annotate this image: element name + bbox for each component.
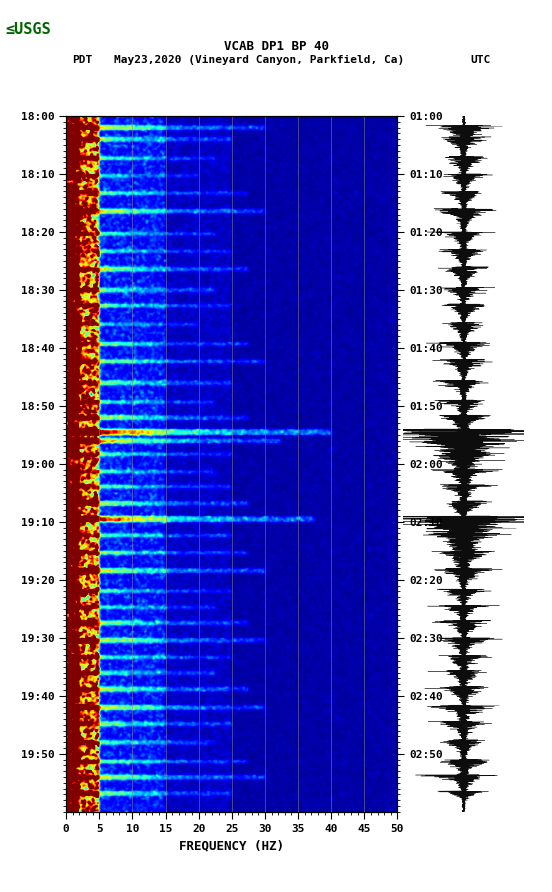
Text: May23,2020 (Vineyard Canyon, Parkfield, Ca): May23,2020 (Vineyard Canyon, Parkfield, … [114, 55, 405, 65]
X-axis label: FREQUENCY (HZ): FREQUENCY (HZ) [179, 839, 284, 852]
Text: UTC: UTC [470, 55, 490, 65]
Text: VCAB DP1 BP 40: VCAB DP1 BP 40 [224, 40, 328, 54]
Text: PDT: PDT [72, 55, 92, 65]
Text: ≤USGS: ≤USGS [6, 22, 51, 37]
